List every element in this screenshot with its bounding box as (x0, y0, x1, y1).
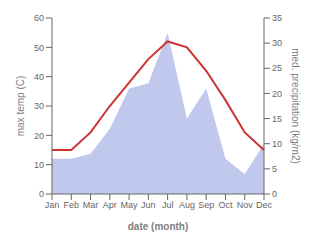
svg-text:Jul: Jul (162, 200, 174, 210)
svg-text:35: 35 (272, 13, 282, 23)
svg-text:Oct: Oct (218, 200, 233, 210)
svg-text:20: 20 (272, 89, 282, 99)
svg-text:25: 25 (272, 63, 282, 73)
svg-text:Mar: Mar (83, 200, 99, 210)
svg-text:Nov: Nov (237, 200, 254, 210)
svg-text:med. precipitation (kg/m2): med. precipitation (kg/m2) (290, 48, 301, 164)
svg-text:max temp (C): max temp (C) (15, 76, 26, 137)
svg-text:0: 0 (39, 189, 44, 199)
svg-text:date (month): date (month) (128, 221, 189, 232)
svg-text:15: 15 (272, 114, 282, 124)
svg-text:5: 5 (272, 164, 277, 174)
svg-text:30: 30 (272, 38, 282, 48)
svg-text:30: 30 (34, 101, 44, 111)
svg-text:May: May (121, 200, 139, 210)
svg-text:10: 10 (34, 160, 44, 170)
svg-text:20: 20 (34, 131, 44, 141)
svg-text:Jun: Jun (141, 200, 156, 210)
svg-text:50: 50 (34, 43, 44, 53)
svg-text:Feb: Feb (64, 200, 80, 210)
svg-text:Sep: Sep (198, 200, 214, 210)
svg-text:60: 60 (34, 13, 44, 23)
svg-text:Apr: Apr (103, 200, 117, 210)
svg-text:Aug: Aug (179, 200, 195, 210)
svg-text:Dec: Dec (256, 200, 273, 210)
svg-text:0: 0 (272, 189, 277, 199)
svg-text:Jan: Jan (45, 200, 60, 210)
svg-text:40: 40 (34, 72, 44, 82)
svg-text:10: 10 (272, 139, 282, 149)
